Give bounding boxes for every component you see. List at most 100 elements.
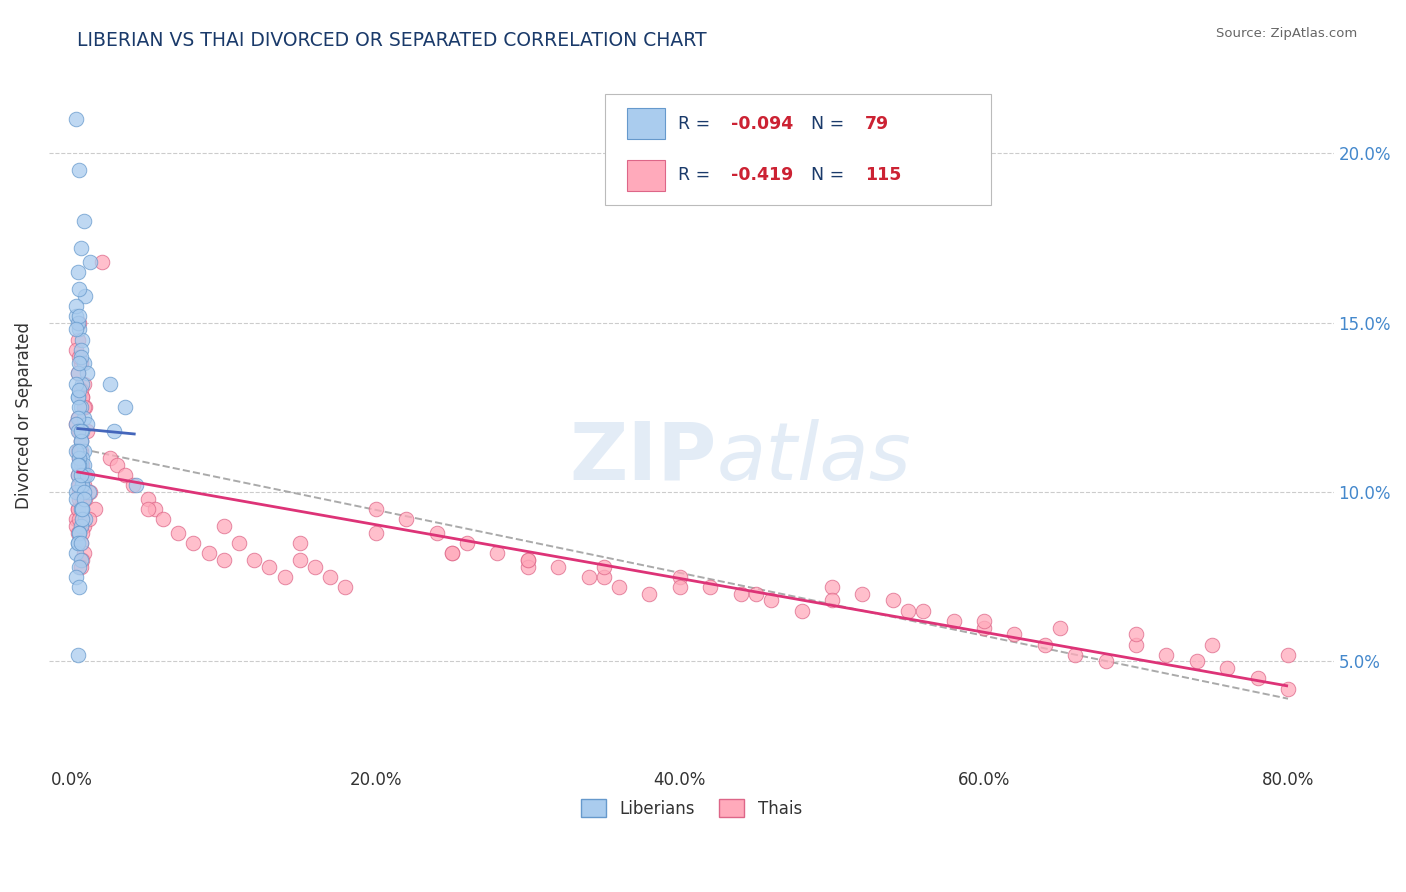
Point <box>66 458 89 472</box>
Point <box>67 444 90 458</box>
Point <box>76 417 98 432</box>
Point <box>72 478 94 492</box>
Point <box>440 546 463 560</box>
Point <box>72 424 94 438</box>
Point <box>183 536 205 550</box>
Point <box>259 559 281 574</box>
Point <box>76 367 98 381</box>
Point <box>67 282 90 296</box>
Point <box>66 390 89 404</box>
Point <box>136 491 159 506</box>
Point <box>790 604 813 618</box>
Point <box>65 417 87 432</box>
Point <box>70 519 93 533</box>
Point <box>114 468 136 483</box>
Point <box>1033 638 1056 652</box>
Point <box>669 570 692 584</box>
Point <box>70 468 93 483</box>
Point <box>304 559 326 574</box>
Point <box>72 502 94 516</box>
Point <box>364 525 387 540</box>
Point <box>145 502 167 516</box>
Point <box>67 356 90 370</box>
Point <box>67 322 90 336</box>
Point <box>73 376 96 391</box>
Point <box>67 559 90 574</box>
Point <box>288 536 311 550</box>
Point <box>821 580 844 594</box>
Point <box>77 512 100 526</box>
Point <box>65 322 87 336</box>
Text: N =: N = <box>811 114 851 133</box>
Point <box>578 570 600 584</box>
Point <box>73 478 96 492</box>
Point <box>516 559 538 574</box>
Point <box>67 451 90 466</box>
Point <box>70 384 93 398</box>
Text: 79: 79 <box>865 114 889 133</box>
Point <box>76 468 98 483</box>
Point <box>72 376 94 391</box>
Point <box>83 502 105 516</box>
Point <box>821 593 844 607</box>
Point <box>72 553 94 567</box>
Point <box>65 299 87 313</box>
Point <box>973 614 995 628</box>
Point <box>70 356 93 370</box>
Point <box>212 519 235 533</box>
Point <box>212 553 235 567</box>
Point <box>70 536 93 550</box>
Point <box>1125 638 1147 652</box>
Point <box>273 570 295 584</box>
Point <box>73 401 96 415</box>
Point <box>67 163 90 178</box>
Point <box>897 604 920 618</box>
Point <box>66 444 89 458</box>
Point <box>72 451 94 466</box>
Point <box>67 350 90 364</box>
Text: R =: R = <box>678 166 716 185</box>
Point <box>67 401 90 415</box>
Point <box>167 525 190 540</box>
Point <box>319 570 342 584</box>
Point <box>65 570 87 584</box>
Point <box>228 536 250 550</box>
Point <box>70 434 93 449</box>
Point <box>73 485 96 500</box>
Point <box>73 458 96 472</box>
Point <box>66 468 89 483</box>
Point <box>70 559 93 574</box>
Point <box>79 254 101 268</box>
Point <box>426 525 449 540</box>
Point <box>607 580 630 594</box>
Point <box>67 316 90 330</box>
Point <box>70 401 93 415</box>
Point <box>65 417 87 432</box>
Point <box>79 485 101 500</box>
Point <box>851 587 873 601</box>
Point <box>516 553 538 567</box>
Point <box>66 536 89 550</box>
Point <box>152 512 174 526</box>
Point <box>67 580 90 594</box>
Point <box>516 553 538 567</box>
Point <box>65 444 87 458</box>
Point <box>440 546 463 560</box>
Point <box>70 458 93 472</box>
Point <box>67 384 90 398</box>
Point <box>124 478 146 492</box>
Point <box>486 546 509 560</box>
Point <box>121 478 143 492</box>
Point <box>70 444 93 458</box>
Point <box>72 390 94 404</box>
Y-axis label: Divorced or Separated: Divorced or Separated <box>15 322 32 509</box>
Point <box>66 502 89 516</box>
Point <box>73 468 96 483</box>
Point <box>66 502 89 516</box>
Point <box>98 451 121 466</box>
Point <box>1094 655 1116 669</box>
Point <box>66 410 89 425</box>
Point <box>77 485 100 500</box>
Point <box>72 458 94 472</box>
Point <box>66 648 89 662</box>
